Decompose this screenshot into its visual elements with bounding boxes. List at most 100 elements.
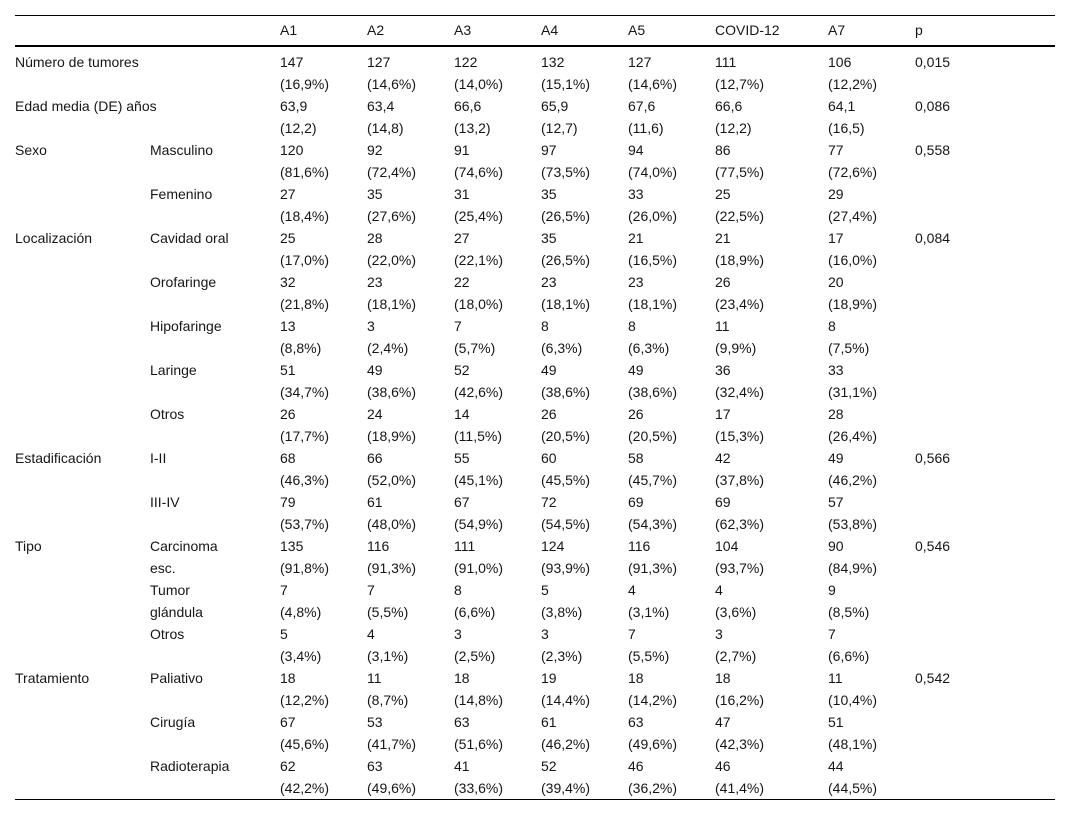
percent-value: (2,4%) <box>367 340 409 356</box>
percent-value: (38,6%) <box>367 384 417 400</box>
p-value-cell: 0,558 <box>915 142 951 158</box>
percent-value: (3,8%) <box>541 604 583 620</box>
count-value: 36 <box>715 362 731 378</box>
count-value: 8 <box>454 582 462 598</box>
value-cell: 13 (8,8%) <box>280 315 367 359</box>
count-value: 65,9 <box>541 98 569 114</box>
value-cell: 26 (17,7%) <box>280 403 367 447</box>
table-row: Edad media (DE) años 63,9 (12,2) 63,4 (14,8)… <box>15 95 1055 139</box>
count-value: 3 <box>454 626 462 642</box>
subcategory-cell: Hipofaringe <box>150 315 280 359</box>
percent-value: (31,1%) <box>828 384 878 400</box>
subcategory-cell: Orofaringe <box>150 271 280 315</box>
subcategory-label-line: Cirugía <box>150 714 196 730</box>
subcategory-label-line: Radioterapia <box>150 758 230 774</box>
value-cell: 49 (46,2%) <box>828 447 915 491</box>
percent-value: (26,5%) <box>541 252 591 268</box>
count-value: 47 <box>715 714 731 730</box>
percent-value: (18,4%) <box>280 208 330 224</box>
count-value: 49 <box>541 362 557 378</box>
count-value: 27 <box>280 186 296 202</box>
percent-value: (27,4%) <box>828 208 878 224</box>
value-cell: 26 (23,4%) <box>715 271 828 315</box>
percent-value: (2,3%) <box>541 648 583 664</box>
p-value-cell <box>915 183 1055 227</box>
percent-value: (33,6%) <box>454 780 504 796</box>
value-cell: 94 (74,0%) <box>628 139 715 183</box>
subcategory-cell: Carcinoma esc. <box>150 535 280 579</box>
percent-value: (49,6%) <box>367 780 417 796</box>
value-cell: 49 (38,6%) <box>628 359 715 403</box>
count-value: 97 <box>541 142 557 158</box>
percent-value: (84,9%) <box>828 560 878 576</box>
percent-value: (13,2) <box>454 120 491 136</box>
value-cell: 51 (48,1%) <box>828 711 915 755</box>
count-value: 67 <box>454 494 470 510</box>
value-cell: 67 (45,6%) <box>280 711 367 755</box>
count-value: 20 <box>828 274 844 290</box>
column-header: A2 <box>367 15 454 47</box>
clinical-table-container: A1 A2 A3 A4 A5 COVID-12 A7 p Número de tumores 1… <box>15 15 1055 800</box>
count-value: 122 <box>454 54 478 70</box>
value-cell: 9 (8,5%) <box>828 579 915 623</box>
count-value: 26 <box>715 274 731 290</box>
percent-value: (6,3%) <box>541 340 583 356</box>
table-row: III-IV 79 (53,7%) 61 (48,0%) 67 (54,9%) 72 (54,5… <box>15 491 1055 535</box>
value-cell: 67 (54,9%) <box>454 491 541 535</box>
count-value: 79 <box>280 494 296 510</box>
percent-value: (91,3%) <box>367 560 417 576</box>
count-value: 3 <box>541 626 549 642</box>
percent-value: (49,6%) <box>628 736 678 752</box>
count-value: 23 <box>628 274 644 290</box>
count-value: 72 <box>541 494 557 510</box>
table-row: Otros 5 (3,4%) 4 (3,1%) 3 (2,5%) 3 (2,3%) 7 (5,5%)… <box>15 623 1055 667</box>
count-value: 23 <box>541 274 557 290</box>
subcategory-cell: Paliativo <box>150 667 280 711</box>
category-cell: Tipo <box>15 538 42 554</box>
value-cell: 66 (52,0%) <box>367 447 454 491</box>
value-cell: 127 (14,6%) <box>628 46 715 95</box>
value-cell: 92 (72,4%) <box>367 139 454 183</box>
value-cell: 127 (14,6%) <box>367 46 454 95</box>
p-value-cell <box>915 623 1055 667</box>
count-value: 120 <box>280 142 304 158</box>
count-value: 91 <box>454 142 470 158</box>
subcategory-label-line: III-IV <box>150 494 180 510</box>
p-value-cell <box>915 755 1055 800</box>
percent-value: (42,6%) <box>454 384 504 400</box>
count-value: 49 <box>367 362 383 378</box>
percent-value: (51,6%) <box>454 736 504 752</box>
value-cell: 11 (10,4%) <box>828 667 915 711</box>
value-cell: 55 (45,1%) <box>454 447 541 491</box>
percent-value: (12,7) <box>541 120 578 136</box>
count-value: 29 <box>828 186 844 202</box>
count-value: 90 <box>828 538 844 554</box>
table-row: Cirugía 67 (45,6%) 53 (41,7%) 63 (51,6%) 61 (46,… <box>15 711 1055 755</box>
count-value: 18 <box>454 670 470 686</box>
value-cell: 46 (41,4%) <box>715 755 828 800</box>
count-value: 63 <box>454 714 470 730</box>
count-value: 8 <box>828 318 836 334</box>
percent-value: (15,1%) <box>541 76 591 92</box>
percent-value: (4,8%) <box>280 604 322 620</box>
count-value: 7 <box>454 318 462 334</box>
count-value: 4 <box>367 626 375 642</box>
percent-value: (74,6%) <box>454 164 504 180</box>
percent-value: (14,8%) <box>454 692 504 708</box>
count-value: 26 <box>541 406 557 422</box>
value-cell: 46 (36,2%) <box>628 755 715 800</box>
subcategory-cell: Masculino <box>150 139 280 183</box>
value-cell: 62 (42,2%) <box>280 755 367 800</box>
value-cell: 23 (18,1%) <box>541 271 628 315</box>
value-cell: 124 (93,9%) <box>541 535 628 579</box>
count-value: 17 <box>828 230 844 246</box>
value-cell: 33 (31,1%) <box>828 359 915 403</box>
value-cell: 122 (14,0%) <box>454 46 541 95</box>
percent-value: (2,7%) <box>715 648 757 664</box>
value-cell: 69 (62,3%) <box>715 491 828 535</box>
count-value: 3 <box>715 626 723 642</box>
percent-value: (18,1%) <box>628 296 678 312</box>
percent-value: (46,3%) <box>280 472 330 488</box>
value-cell: 3 (2,7%) <box>715 623 828 667</box>
count-value: 21 <box>628 230 644 246</box>
